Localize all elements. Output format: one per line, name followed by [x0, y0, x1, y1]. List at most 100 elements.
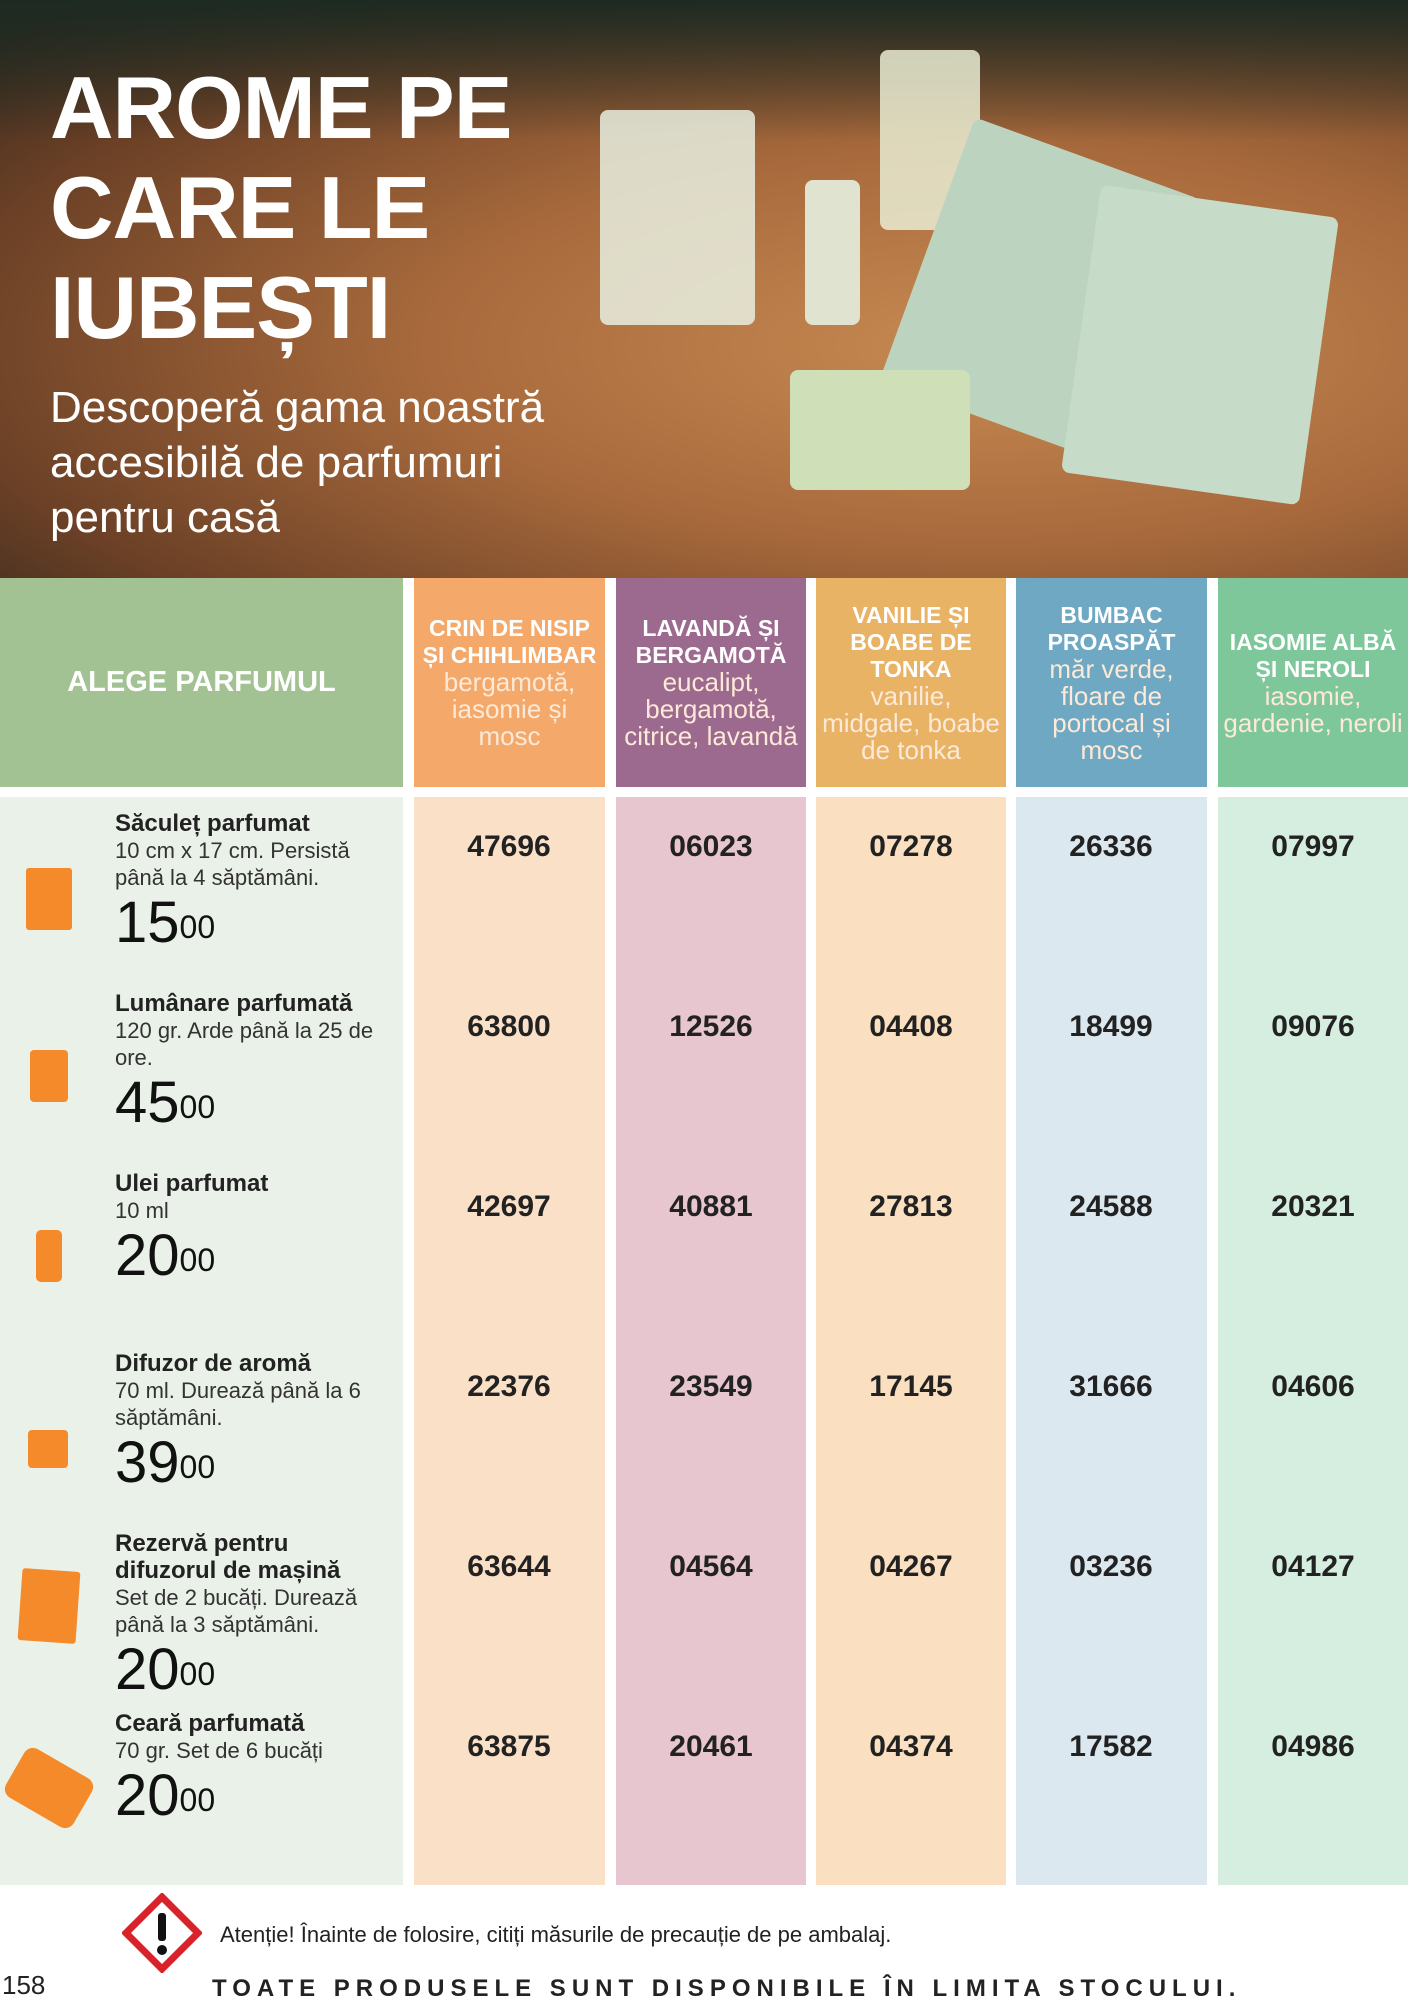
product-code: 20321: [1271, 1190, 1355, 1223]
fragrance-notes: măr verde, floare de portocal și mosc: [1049, 653, 1174, 765]
fragrance-column: [1218, 797, 1408, 1885]
product-code: 22376: [467, 1370, 551, 1403]
product-code: 27813: [869, 1190, 953, 1223]
product-code: 04564: [669, 1550, 753, 1583]
product-code: 47696: [467, 830, 551, 863]
product-code: 03236: [1069, 1550, 1153, 1583]
product-description: 10 ml: [115, 1198, 169, 1223]
product-row: Rezervă pentru difuzorul de mașină Set d…: [0, 1530, 1408, 1710]
fragrance-notes: bergamotă, iasomie și mosc: [443, 667, 576, 751]
product-code: 04606: [1271, 1370, 1355, 1403]
product-code: 26336: [1069, 830, 1153, 863]
fragrance-header: VANILIE ȘI BOABE DE TONKA vanilie, midga…: [816, 578, 1006, 787]
price-lei: 20: [115, 1637, 180, 1702]
product-code: 20461: [669, 1730, 753, 1763]
fragrance-header: LAVANDĂ ȘI BERGAMOTĂ eucalipt, bergamotă…: [616, 578, 806, 787]
product-code: 18499: [1069, 1010, 1153, 1043]
lead-header-label: ALEGE PARFUMUL: [67, 666, 336, 698]
hero-subtitle: Descoperă gama noastră accesibilă de par…: [50, 380, 544, 545]
price-lei: 15: [115, 890, 180, 955]
oil-image: [805, 180, 860, 325]
subtitle-line: Descoperă gama noastră: [50, 383, 545, 432]
product-code: 31666: [1069, 1370, 1153, 1403]
title-line: IUBEȘTI: [50, 258, 391, 357]
product-code: 63800: [467, 1010, 551, 1043]
product-code: 63875: [467, 1730, 551, 1763]
title-line: CARE LE: [50, 158, 430, 257]
product-row: Săculeț parfumat 10 cm x 17 cm. Persistă…: [0, 810, 1408, 990]
product-row: Lumânare parfumată 120 gr. Arde până la …: [0, 990, 1408, 1170]
stock-note: TOATE PRODUSELE SUNT DISPONIBILE ÎN LIMI…: [212, 1975, 1242, 2002]
product-code: 09076: [1271, 1010, 1355, 1043]
product-code: 04127: [1271, 1550, 1355, 1583]
product-code: 40881: [669, 1190, 753, 1223]
product-code: 07278: [869, 830, 953, 863]
fragrance-column: [414, 797, 605, 1885]
price-lei: 39: [115, 1430, 180, 1495]
product-name: Ceară parfumată: [115, 1710, 305, 1737]
title-line: AROME PE: [50, 58, 512, 157]
price-lei: 20: [115, 1763, 180, 1828]
price-bani: 00: [179, 1089, 216, 1125]
product-code: 12526: [669, 1010, 753, 1043]
warning-icon: [122, 1893, 202, 1973]
price-bani: 00: [179, 1782, 216, 1818]
hero-title: AROME PE CARE LE IUBEȘTI: [50, 58, 512, 358]
fragrance-column: [616, 797, 806, 1885]
product-name: Rezervă pentru difuzorul de mașină: [115, 1530, 341, 1584]
fragrance-name: IASOMIE ALBĂ ȘI NEROLI: [1229, 628, 1397, 682]
price-bani: 00: [179, 909, 216, 945]
sachet-image-2: [1060, 184, 1340, 506]
fragrance-header: IASOMIE ALBĂ ȘI NEROLI iasomie, gardenie…: [1218, 578, 1408, 787]
fragrance-name: LAVANDĂ ȘI BERGAMOTĂ: [635, 615, 787, 668]
fragrance-name: BUMBAC PROASPĂT: [1047, 601, 1176, 655]
product-row: Ceară parfumată 70 gr. Set de 6 bucăți 2…: [0, 1710, 1408, 1890]
price-bani: 00: [179, 1242, 216, 1278]
product-description: 70 ml. Durează până la 6 săptămâni.: [115, 1378, 361, 1430]
candle-image: [600, 110, 755, 325]
product-code: 04374: [869, 1730, 953, 1763]
fragrance-notes: iasomie, gardenie, neroli: [1223, 680, 1403, 738]
fragrance-name: VANILIE ȘI BOABE DE TONKA: [850, 601, 972, 682]
product-code: 17582: [1069, 1730, 1153, 1763]
price-bani: 00: [179, 1449, 216, 1485]
product-description: Set de 2 bucăți. Durează până la 3 săptă…: [115, 1585, 358, 1637]
wax-melt-icon: [1, 1744, 97, 1832]
subtitle-line: accesibilă de parfumuri: [50, 438, 503, 487]
reed-diffuser-icon: [28, 1430, 68, 1468]
product-description: 120 gr. Arde până la 25 de ore.: [115, 1018, 374, 1070]
product-code: 23549: [669, 1370, 753, 1403]
price-bani: 00: [179, 1656, 216, 1692]
product-price: 4500: [115, 1071, 395, 1135]
fragrance-column: [1016, 797, 1207, 1885]
price-lei: 20: [115, 1223, 180, 1288]
oil-bottle-icon: [36, 1230, 62, 1282]
product-description: 70 gr. Set de 6 bucăți: [115, 1738, 323, 1763]
candle-icon: [30, 1050, 68, 1102]
product-price: 1500: [115, 891, 395, 955]
product-code: 24588: [1069, 1190, 1153, 1223]
fragrance-notes: eucalipt, bergamotă, citrice, lavandă: [624, 667, 798, 751]
product-code: 17145: [869, 1370, 953, 1403]
product-description: 10 cm x 17 cm. Persistă până la 4 săptăm…: [115, 838, 350, 890]
fragrance-column: [816, 797, 1006, 1885]
product-price: 2000: [115, 1638, 395, 1702]
product-name: Difuzor de aromă: [115, 1350, 312, 1377]
warning-text: Atenție! Înainte de folosire, citiți măs…: [220, 1922, 892, 1947]
product-code: 07997: [1271, 830, 1355, 863]
product-code: 04408: [869, 1010, 953, 1043]
product-row: Ulei parfumat 10 ml 2000 42697 40881 27813…: [0, 1170, 1408, 1350]
fragrance-header: CRIN DE NISIP ȘI CHIHLIMBAR bergamotă, i…: [414, 578, 605, 787]
hero-photo: AROME PE CARE LE IUBEȘTI Descoperă gama …: [0, 0, 1408, 578]
sachet-icon: [26, 868, 72, 930]
product-name: Ulei parfumat: [115, 1170, 269, 1197]
product-price: 2000: [115, 1764, 395, 1828]
subtitle-line: pentru casă: [50, 493, 280, 542]
product-code: 63644: [467, 1550, 551, 1583]
product-code: 04267: [869, 1550, 953, 1583]
product-code: 06023: [669, 830, 753, 863]
page-number: 158: [2, 1970, 46, 2000]
product-name: Săculeț parfumat: [115, 810, 310, 837]
product-column: [0, 797, 403, 1885]
product-code: 04986: [1271, 1730, 1355, 1763]
